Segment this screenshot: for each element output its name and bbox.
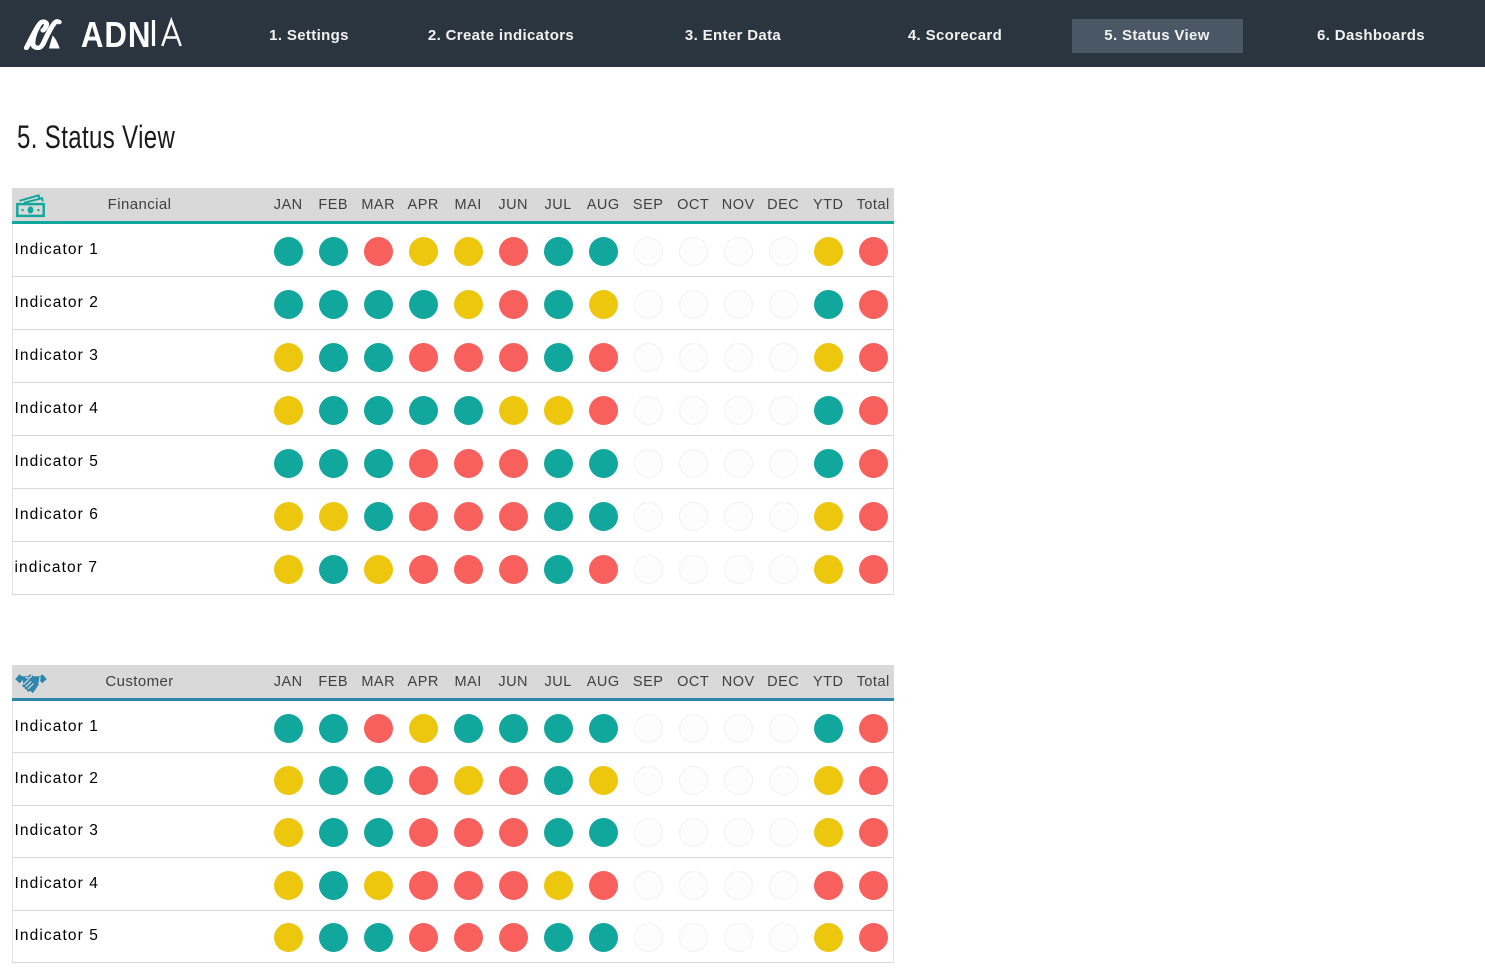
- svg-text:ADN: ADN: [81, 15, 151, 56]
